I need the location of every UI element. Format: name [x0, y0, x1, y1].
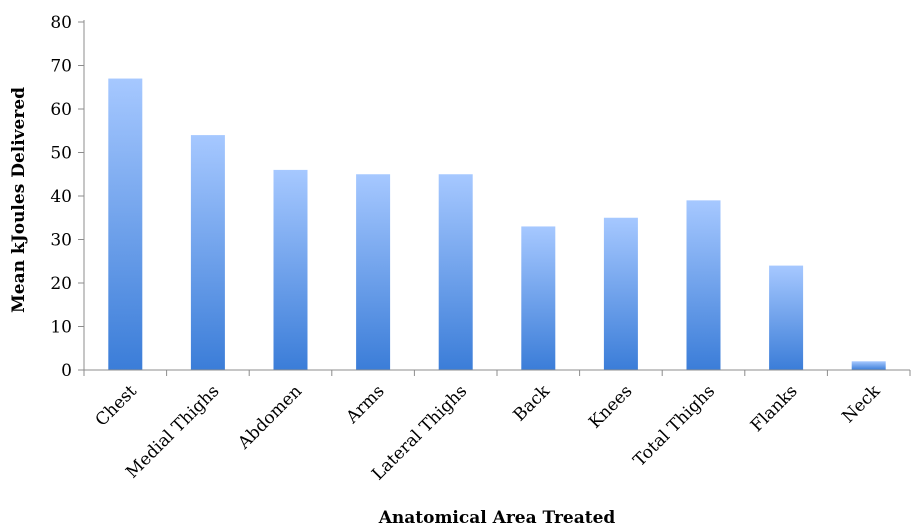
- y-tick-label: 40: [50, 187, 72, 207]
- x-tick-label: Knees: [585, 381, 636, 432]
- x-tick-label: Total Thighs: [630, 381, 719, 470]
- y-tick-label: 80: [50, 13, 72, 33]
- x-tick-label: Chest: [92, 381, 141, 430]
- bar: [356, 174, 391, 370]
- y-tick-label: 50: [50, 144, 72, 164]
- bar: [273, 169, 308, 370]
- y-tick-label: 70: [50, 57, 72, 77]
- bars: [108, 78, 886, 371]
- bar: [769, 265, 804, 370]
- x-tick-label: Flanks: [747, 381, 802, 436]
- x-axis-title: Anatomical Area Treated: [378, 508, 616, 528]
- x-tick-label: Arms: [342, 381, 389, 428]
- bar: [108, 78, 143, 371]
- y-tick-label: 60: [50, 100, 72, 120]
- bar: [190, 135, 225, 370]
- x-tick-label: Abdomen: [234, 381, 306, 453]
- y-tick-label: 0: [61, 361, 72, 381]
- bar: [851, 361, 886, 370]
- y-axis-ticks: 0 10 20 30 40 50 60 70 80: [50, 13, 84, 381]
- y-axis-title: Mean kJoules Delivered: [9, 87, 29, 313]
- x-tick-label: Back: [510, 381, 555, 426]
- bar: [521, 226, 556, 370]
- bar: [438, 174, 473, 370]
- y-tick-label: 10: [50, 318, 72, 338]
- x-tick-label: Neck: [838, 381, 884, 427]
- bar: [603, 217, 638, 370]
- y-tick-label: 30: [50, 231, 72, 251]
- bar: [686, 200, 721, 370]
- y-tick-label: 20: [50, 274, 72, 294]
